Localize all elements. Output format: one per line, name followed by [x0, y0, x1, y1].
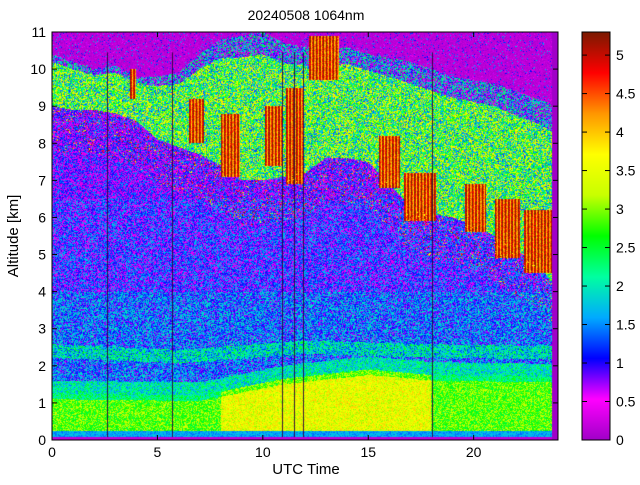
colorbar-tick-label: 1 — [616, 355, 624, 371]
y-tick-label: 8 — [38, 135, 46, 151]
colorbar-tick-label: 2.5 — [616, 240, 636, 256]
x-axis-label: UTC Time — [272, 461, 340, 478]
colorbar-tick-label: 0 — [616, 432, 624, 448]
colorbar: 0 0.5 1 1.5 2 2.5 3 3.5 4 4.5 5 — [582, 32, 636, 448]
y-tick-label: 2 — [38, 358, 46, 374]
colorbar-tick-label: 0.5 — [616, 394, 636, 410]
colorbar-tick-label: 1.5 — [616, 317, 636, 333]
y-tick-label: 0 — [38, 432, 46, 448]
y-tick-label: 6 — [38, 209, 46, 225]
x-tick-label: 5 — [154, 444, 162, 460]
colorbar-tick-label: 5 — [616, 47, 624, 63]
colorbar-tick-label: 4.5 — [616, 86, 636, 102]
colorbar-tick-label: 3 — [616, 201, 624, 217]
y-tick-label: 1 — [38, 395, 46, 411]
y-tick-label: 7 — [38, 172, 46, 188]
y-tick-label: 4 — [38, 284, 46, 300]
heatmap-image — [52, 32, 558, 440]
colorbar-tick-label: 4 — [616, 124, 624, 140]
x-tick-label: 10 — [255, 444, 271, 460]
colorbar-tick-label: 2 — [616, 278, 624, 294]
colorbar-tick-label: 3.5 — [616, 163, 636, 179]
x-tick-label: 0 — [48, 444, 56, 460]
y-tick-label: 3 — [38, 321, 46, 337]
plot-area — [52, 32, 558, 440]
y-tick-label: 5 — [38, 247, 46, 263]
y-tick-label: 10 — [30, 61, 46, 77]
y-tick-label: 11 — [31, 24, 46, 40]
x-tick-label: 20 — [466, 444, 482, 460]
chart-title: 20240508 1064nm — [248, 7, 365, 23]
y-tick-label: 9 — [38, 98, 46, 114]
y-axis-label: Altitude [km] — [5, 195, 22, 278]
x-tick-label: 15 — [360, 444, 376, 460]
